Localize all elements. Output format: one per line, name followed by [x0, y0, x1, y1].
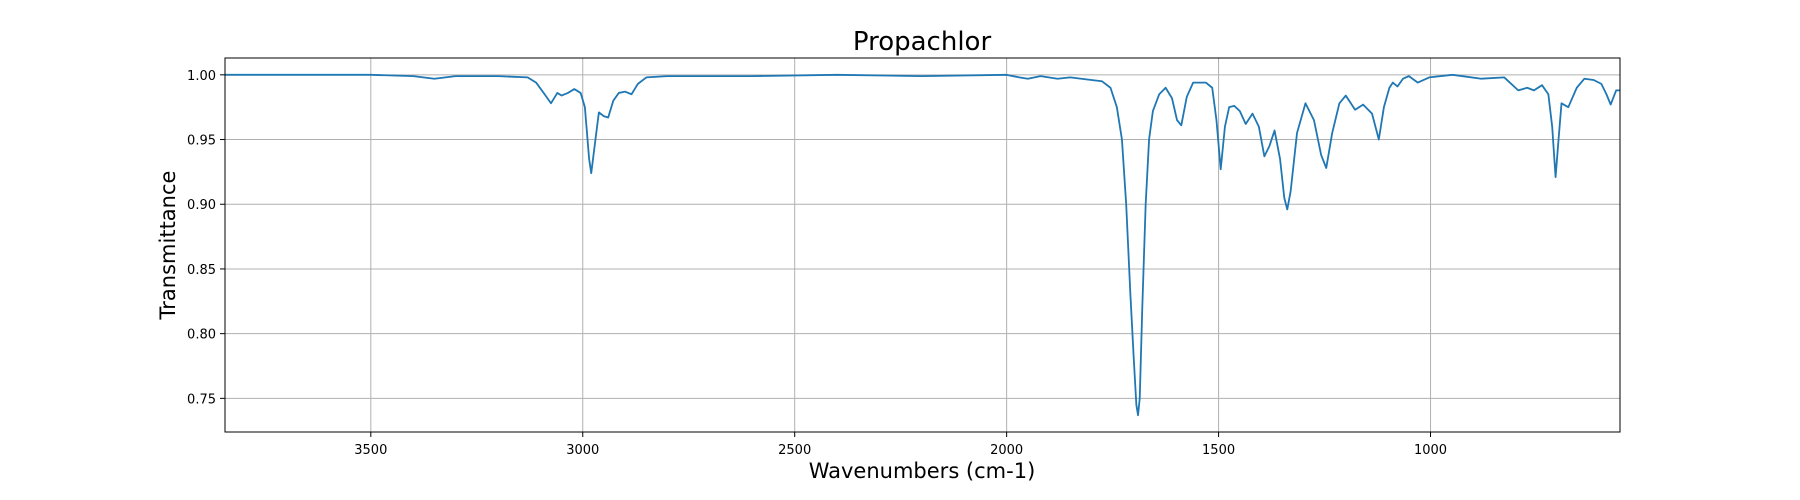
x-tick-label: 1000 [1414, 443, 1447, 458]
x-tick-label: 3000 [566, 443, 599, 458]
chart-title: Propachlor [853, 27, 992, 57]
y-axis-label: Transmittance [156, 171, 180, 321]
plot-frame [224, 57, 1621, 433]
x-tick-label: 2500 [778, 443, 811, 458]
y-tick-label: 0.85 [187, 263, 216, 278]
x-tick-label: 2000 [990, 443, 1023, 458]
y-tick-label: 0.75 [187, 392, 216, 407]
y-tick-label: 0.80 [187, 328, 216, 343]
y-tick-label: 0.95 [187, 134, 216, 149]
y-tick-label: 0.90 [187, 198, 216, 213]
x-axis-label: Wavenumbers (cm-1) [809, 459, 1036, 483]
x-tick-label: 1500 [1202, 443, 1235, 458]
y-tick-label: 1.00 [187, 69, 216, 84]
spectrum-line [225, 73, 1620, 417]
x-tick-label: 3500 [354, 443, 387, 458]
